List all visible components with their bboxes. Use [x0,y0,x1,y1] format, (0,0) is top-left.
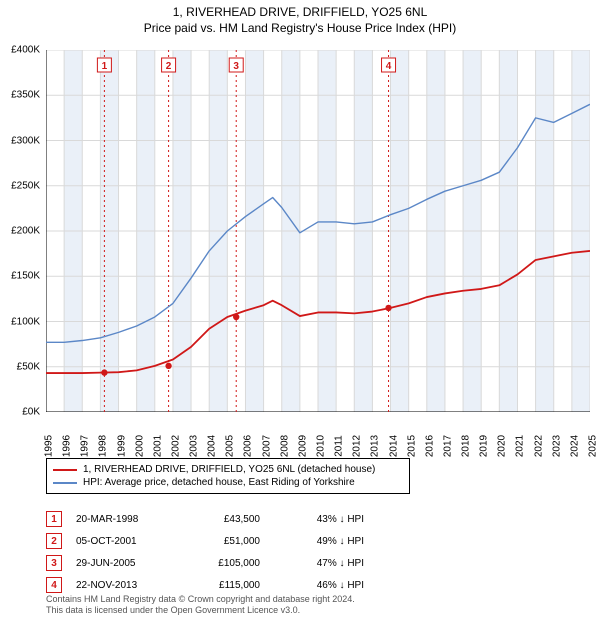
x-tick-label: 2000 [134,435,145,457]
legend-swatch-blue [53,482,77,484]
marker-row: 4 22-NOV-2013 £115,000 46% ↓ HPI [46,574,364,596]
marker-box: 1 [46,511,62,527]
marker-price: £105,000 [190,558,260,569]
legend-row-red: 1, RIVERHEAD DRIVE, DRIFFIELD, YO25 6NL … [53,463,403,476]
x-tick-label: 2017 [442,435,453,457]
y-tick-label: £250K [11,180,40,191]
x-tick-label: 1997 [80,435,91,457]
x-tick-label: 2013 [370,435,381,457]
x-tick-label: 1999 [116,435,127,457]
marker-box: 3 [46,555,62,571]
y-tick-label: £150K [11,271,40,282]
footer: Contains HM Land Registry data © Crown c… [46,594,355,616]
title-line-1: 1, RIVERHEAD DRIVE, DRIFFIELD, YO25 6NL [0,4,600,20]
x-axis-labels: 1995199619971998199920002001200220032004… [46,416,590,450]
y-tick-label: £350K [11,90,40,101]
svg-text:4: 4 [386,61,392,72]
x-tick-label: 2002 [170,435,181,457]
title-block: 1, RIVERHEAD DRIVE, DRIFFIELD, YO25 6NL … [0,0,600,36]
x-tick-label: 2019 [479,435,490,457]
marker-date: 29-JUN-2005 [76,558,176,569]
marker-pct: 49% ↓ HPI [274,536,364,547]
legend-row-blue: HPI: Average price, detached house, East… [53,476,403,489]
x-tick-label: 2015 [406,435,417,457]
y-tick-label: £200K [11,226,40,237]
title-line-2: Price paid vs. HM Land Registry's House … [0,20,600,36]
x-tick-label: 2009 [297,435,308,457]
x-tick-label: 2022 [533,435,544,457]
marker-box: 2 [46,533,62,549]
marker-box: 4 [46,577,62,593]
marker-pct: 43% ↓ HPI [274,514,364,525]
marker-date: 20-MAR-1998 [76,514,176,525]
x-tick-label: 2021 [515,435,526,457]
x-tick-label: 2010 [316,435,327,457]
legend: 1, RIVERHEAD DRIVE, DRIFFIELD, YO25 6NL … [46,458,410,494]
x-tick-label: 2003 [189,435,200,457]
marker-pct: 47% ↓ HPI [274,558,364,569]
marker-row: 2 05-OCT-2001 £51,000 49% ↓ HPI [46,530,364,552]
x-tick-label: 2006 [243,435,254,457]
legend-swatch-red [53,469,77,471]
x-tick-label: 2011 [334,435,345,457]
marker-date: 05-OCT-2001 [76,536,176,547]
footer-line-2: This data is licensed under the Open Gov… [46,605,355,616]
x-tick-label: 2023 [551,435,562,457]
y-tick-label: £50K [17,361,40,372]
x-tick-label: 1996 [62,435,73,457]
y-axis-labels: £0K£50K£100K£150K£200K£250K£300K£350K£40… [2,50,44,412]
x-tick-label: 2024 [569,435,580,457]
x-tick-label: 2016 [424,435,435,457]
y-tick-label: £300K [11,135,40,146]
svg-text:3: 3 [233,61,239,72]
x-tick-label: 2004 [207,435,218,457]
svg-text:1: 1 [102,61,108,72]
x-tick-label: 1995 [44,435,55,457]
y-tick-label: £100K [11,316,40,327]
legend-label-blue: HPI: Average price, detached house, East… [83,477,355,488]
x-tick-label: 2014 [388,435,399,457]
x-tick-label: 2005 [225,435,236,457]
footer-line-1: Contains HM Land Registry data © Crown c… [46,594,355,605]
x-tick-label: 2018 [461,435,472,457]
y-tick-label: £0K [22,407,40,418]
x-tick-label: 2012 [352,435,363,457]
x-tick-label: 2020 [497,435,508,457]
marker-price: £51,000 [190,536,260,547]
x-tick-label: 2008 [279,435,290,457]
marker-date: 22-NOV-2013 [76,580,176,591]
svg-text:2: 2 [166,61,172,72]
x-tick-label: 2007 [261,435,272,457]
x-tick-label: 2025 [588,435,599,457]
y-tick-label: £400K [11,45,40,56]
x-tick-label: 2001 [152,435,163,457]
legend-label-red: 1, RIVERHEAD DRIVE, DRIFFIELD, YO25 6NL … [83,464,375,475]
chart-svg: 1 2 3 4 [46,50,590,412]
marker-row: 1 20-MAR-1998 £43,500 43% ↓ HPI [46,508,364,530]
marker-pct: 46% ↓ HPI [274,580,364,591]
page: 1, RIVERHEAD DRIVE, DRIFFIELD, YO25 6NL … [0,0,600,620]
marker-price: £115,000 [190,580,260,591]
marker-price: £43,500 [190,514,260,525]
chart-area: 1 2 3 4 [46,50,590,412]
marker-table: 1 20-MAR-1998 £43,500 43% ↓ HPI 2 05-OCT-2001… [46,508,364,596]
marker-row: 3 29-JUN-2005 £105,000 47% ↓ HPI [46,552,364,574]
x-tick-label: 1998 [98,435,109,457]
